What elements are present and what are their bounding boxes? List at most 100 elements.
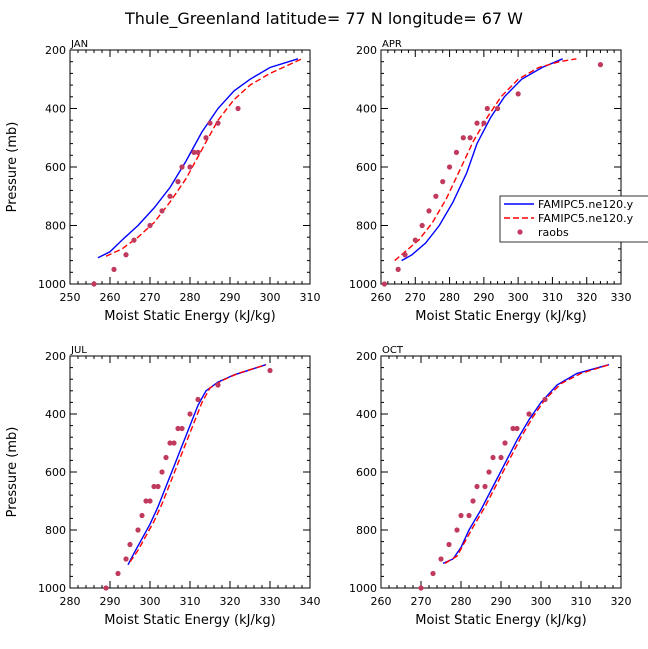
x-tick-label: 300: [508, 291, 529, 304]
raobs-point: [454, 527, 460, 533]
series-raobs: [91, 105, 241, 287]
raobs-point: [203, 135, 209, 141]
series-model-dashed-line: [444, 364, 610, 564]
y-tick-label: 400: [356, 408, 377, 421]
raobs-point: [426, 208, 432, 214]
panel-label: OCT: [382, 345, 404, 356]
raobs-point: [171, 440, 177, 446]
raobs-point: [458, 512, 464, 519]
series-raobs: [103, 367, 273, 591]
panel-jan: 250 260 270 280 290 300 310 200 400 600 800 1000 JAN…: [5, 39, 321, 324]
raobs-point: [419, 222, 425, 229]
raobs-point: [597, 62, 604, 68]
raobs-point: [453, 149, 460, 155]
raobs-point: [91, 281, 97, 287]
x-tick-label: 260: [371, 291, 392, 304]
y-tick-label: 400: [356, 103, 377, 116]
series-raobs: [381, 62, 604, 287]
raobs-point: [167, 440, 173, 446]
x-tick-label: 330: [260, 595, 281, 608]
raobs-point: [267, 367, 273, 374]
x-tick-label: 300: [531, 595, 552, 608]
raobs-point: [235, 105, 241, 112]
raobs-point: [484, 105, 490, 112]
series-model-solid-line: [401, 58, 563, 262]
raobs-point: [115, 570, 121, 577]
raobs-point: [402, 252, 408, 258]
legend-label: FAMIPC5.ne120.y: [538, 212, 634, 225]
x-tick-label: 280: [439, 291, 460, 304]
y-tick-label: 600: [356, 466, 377, 479]
y-tick-label: 800: [356, 524, 377, 537]
figure-title: Thule_Greenland latitude= 77 N longitude…: [124, 9, 523, 29]
raobs-point: [123, 556, 129, 562]
y-tick-label: 600: [356, 161, 377, 174]
raobs-point: [131, 237, 137, 243]
y-tick-label: 200: [45, 350, 66, 363]
raobs-point: [381, 281, 388, 287]
raobs-point: [510, 425, 516, 432]
raobs-point: [159, 208, 165, 214]
panel-jul: 280 290 300 310 320 330 340 200 400 600 800 1000 JUL…: [5, 345, 321, 628]
raobs-point: [498, 454, 504, 461]
raobs-point: [440, 179, 446, 185]
x-tick-label: 320: [611, 595, 632, 608]
raobs-point: [195, 396, 201, 403]
raobs-point: [514, 425, 520, 432]
x-tick-label: 290: [220, 291, 241, 304]
raobs-point: [526, 411, 532, 417]
y-tick-label: 1000: [38, 278, 66, 291]
raobs-point: [123, 252, 129, 258]
raobs-point: [494, 105, 501, 112]
raobs-point: [147, 498, 153, 504]
raobs-point: [215, 382, 221, 388]
raobs-point: [175, 425, 181, 432]
series-model-dashed-line: [394, 58, 577, 262]
legend-label: raobs: [538, 226, 569, 239]
raobs-point: [179, 425, 185, 432]
x-tick-label: 270: [411, 595, 432, 608]
plot-frame: [380, 49, 622, 285]
raobs-point: [433, 193, 439, 199]
x-tick-label: 290: [491, 595, 512, 608]
panels: 250 260 270 280 290 300 310 200 400 600 800 1000 JAN…: [5, 39, 632, 628]
raobs-point: [438, 556, 444, 562]
x-tick-label: 300: [140, 595, 161, 608]
raobs-point: [446, 541, 452, 548]
raobs-point: [486, 469, 492, 475]
raobs-point: [103, 585, 109, 591]
raobs-point: [143, 498, 149, 504]
y-tick-label: 200: [45, 44, 66, 57]
raobs-point: [175, 179, 181, 185]
raobs-point: [466, 512, 472, 519]
raobs-point: [482, 483, 488, 490]
x-tick-label: 270: [140, 291, 161, 304]
series-model-solid-line: [127, 364, 267, 566]
raobs-point: [446, 164, 453, 170]
raobs-point: [460, 135, 466, 141]
raobs-point: [470, 498, 476, 504]
legend-raobs-marker: [517, 229, 523, 235]
raobs-point: [474, 483, 480, 490]
raobs-point: [395, 266, 401, 272]
raobs-point: [542, 396, 548, 403]
raobs-point: [481, 120, 487, 126]
y-tick-label: 600: [45, 161, 66, 174]
y-tick-label: 800: [45, 524, 66, 537]
raobs-point: [474, 120, 480, 126]
panel-apr: 260 270 280 290 300 310 320 330 200 400 600 800 1000…: [349, 39, 632, 324]
y-axis-label: Pressure (mb): [5, 122, 20, 213]
x-tick-label: 320: [220, 595, 241, 608]
x-tick-label: 280: [451, 595, 472, 608]
raobs-point: [159, 469, 165, 475]
x-tick-label: 280: [60, 595, 81, 608]
raobs-point: [151, 483, 157, 490]
x-tick-label: 250: [60, 291, 81, 304]
raobs-point: [179, 164, 185, 170]
raobs-point: [515, 91, 521, 97]
x-tick-label: 320: [576, 291, 597, 304]
raobs-point: [412, 237, 418, 243]
y-axis-label: Pressure (mb): [5, 427, 20, 518]
